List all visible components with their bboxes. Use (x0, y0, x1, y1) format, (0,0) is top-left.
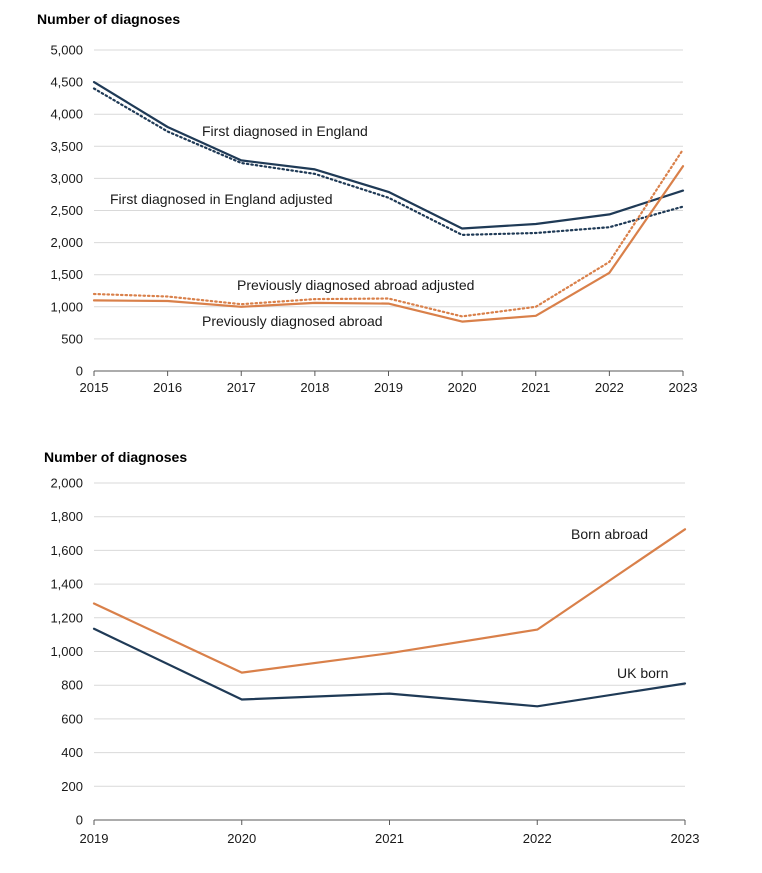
y-tick-label: 3,000 (50, 171, 83, 186)
x-tick-label: 2019 (80, 831, 109, 846)
y-tick-label: 4,000 (50, 107, 83, 122)
x-tick-label: 2017 (227, 380, 256, 395)
y-tick-label: 800 (61, 678, 83, 693)
y-tick-label: 1,800 (50, 509, 83, 524)
y-tick-label: 2,000 (50, 235, 83, 250)
x-tick-label: 2020 (227, 831, 256, 846)
x-tick-label: 2015 (80, 380, 109, 395)
y-tick-label: 0 (76, 364, 83, 379)
series-line-previously-diagnosed-abroad (92, 165, 685, 323)
series-label: First diagnosed in England (202, 123, 368, 139)
y-tick-label: 1,200 (50, 610, 83, 625)
x-tick-label: 2023 (669, 380, 698, 395)
series-label: Previously diagnosed abroad (202, 313, 383, 329)
y-tick-label: 1,000 (50, 299, 83, 314)
y-axis-title: Number of diagnoses (44, 449, 187, 465)
series-label: First diagnosed in England adjusted (110, 191, 333, 207)
x-tick-label: 2022 (595, 380, 624, 395)
x-tick-label: 2023 (671, 831, 700, 846)
x-tick-label: 2021 (521, 380, 550, 395)
chart-2: Number of diagnoses 0 200 400 600 800 1,000 1,2… (44, 449, 699, 846)
x-tick-label: 2022 (523, 831, 552, 846)
x-tick-label: 2016 (153, 380, 182, 395)
x-tick-label: 2018 (300, 380, 329, 395)
series-line-previously-diagnosed-abroad-adjusted (92, 148, 685, 318)
y-tick-label: 1,400 (50, 577, 83, 592)
y-tick-label: 0 (76, 813, 83, 828)
y-tick-label: 600 (61, 711, 83, 726)
y-tick-label: 200 (61, 779, 83, 794)
series-label: Previously diagnosed abroad adjusted (237, 277, 474, 293)
y-tick-label: 500 (61, 331, 83, 346)
y-axis-title: Number of diagnoses (37, 11, 180, 27)
y-tick-label: 4,500 (50, 75, 83, 90)
series-line-born-abroad (92, 528, 687, 674)
y-tick-label: 1,000 (50, 644, 83, 659)
x-tick-label: 2020 (448, 380, 477, 395)
y-tick-label: 1,500 (50, 267, 83, 282)
series-line-first-diagnosed-in-england-adjusted (92, 87, 685, 236)
y-tick-label: 2,000 (50, 476, 83, 491)
series-line-first-diagnosed-in-england (92, 80, 685, 230)
x-tick-label: 2019 (374, 380, 403, 395)
y-tick-label: 2,500 (50, 203, 83, 218)
y-tick-label: 1,600 (50, 543, 83, 558)
x-tick-label: 2021 (375, 831, 404, 846)
series-line-uk-born (92, 627, 687, 708)
chart-1: Number of diagnoses 0 500 1,000 1,500 2,000 2,… (37, 11, 697, 395)
series-label: Born abroad (571, 526, 648, 542)
y-tick-label: 3,500 (50, 139, 83, 154)
series-label: UK born (617, 665, 668, 681)
y-tick-label: 5,000 (50, 43, 83, 58)
y-tick-label: 400 (61, 745, 83, 760)
